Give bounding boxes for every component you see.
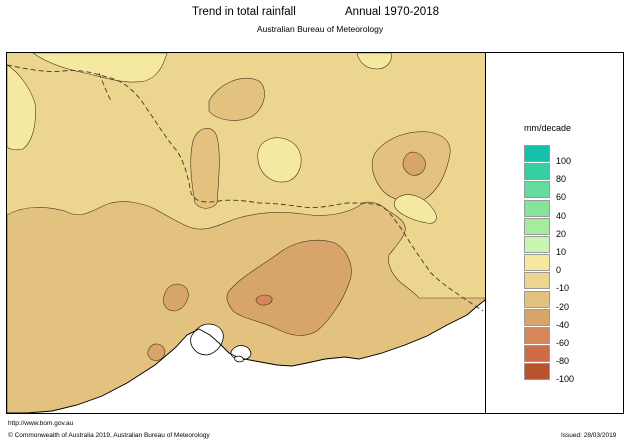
legend-label: 80 (556, 174, 567, 185)
legend-swatch (524, 272, 550, 290)
port-phillip-bay (190, 323, 224, 356)
map-frame (6, 52, 624, 414)
legend-swatch (524, 181, 550, 199)
legend-label: -20 (556, 301, 570, 312)
rainfall-trend-map (7, 53, 485, 413)
legend-swatch (524, 363, 550, 381)
legend-label: 60 (556, 192, 567, 203)
state-border-west (98, 72, 112, 102)
legend-label: 100 (556, 156, 572, 166)
copyright-notice: © Commonwealth of Australia 2019, Austra… (8, 432, 210, 439)
legend-swatch (524, 217, 550, 235)
contour-band-minus40-ne (402, 151, 426, 176)
legend-label: 40 (556, 210, 567, 221)
issued-date: Issued: 28/03/2019 (561, 432, 617, 439)
legend-swatch (524, 290, 550, 308)
contour-band-minus10-center (257, 137, 302, 183)
legend-swatch (524, 308, 550, 326)
contour-band-minus10-east (393, 194, 437, 224)
contour-band-minus40-south (147, 343, 166, 361)
legend-units: mm/decade (524, 123, 572, 133)
coastline (7, 299, 485, 413)
legend-label: 20 (556, 228, 567, 239)
legend-label: 10 (556, 247, 567, 257)
legend-label: -100 (556, 374, 575, 385)
legend-label: -60 (556, 338, 570, 348)
source-url[interactable]: http://www.bom.gov.au (8, 420, 74, 427)
legend-label: -10 (556, 283, 570, 294)
phillip-island (234, 355, 244, 363)
contour-band-upper-blob (208, 77, 265, 121)
contour-band-minus40-west (163, 283, 189, 312)
legend-label: -80 (556, 356, 570, 367)
state-border-nsw (7, 64, 484, 312)
legend-swatch (524, 327, 550, 344)
legend-label: 0 (556, 265, 562, 276)
contour-band-minus10-ridge (356, 53, 392, 70)
agency-subtitle: Australian Bureau of Meteorology (256, 24, 384, 34)
legend-swatch (524, 345, 550, 363)
contour-band-minus10-nw (7, 64, 36, 151)
legend-swatch (524, 163, 550, 181)
legend-swatch (524, 236, 550, 253)
contour-band-minus60 (255, 294, 273, 306)
map-legend-divider (485, 53, 486, 413)
contour-band-minus40-central (226, 240, 352, 336)
legend-label: -40 (556, 319, 570, 330)
contour-band-finger (190, 128, 220, 209)
map-period: Annual 1970-2018 (345, 6, 439, 18)
legend-swatch (524, 254, 550, 272)
legend-swatch (524, 199, 550, 217)
legend-swatch (524, 145, 550, 162)
map-title: Trend in total rainfall (192, 6, 296, 18)
